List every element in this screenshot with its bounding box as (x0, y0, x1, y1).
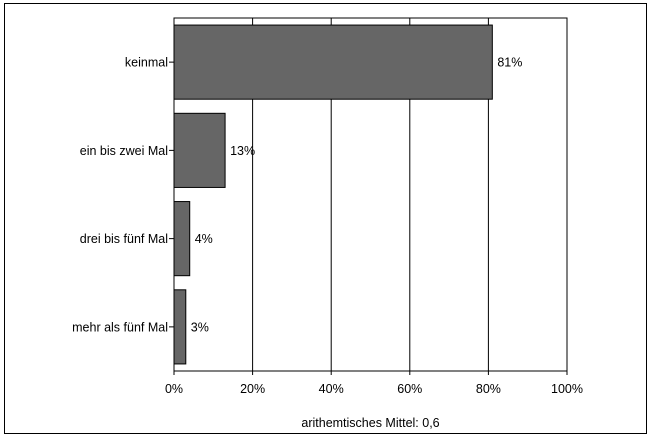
x-tick-label: 0% (165, 382, 183, 396)
bar (173, 201, 191, 277)
bar (173, 289, 187, 365)
x-tick-label: 100% (551, 382, 583, 396)
x-tick-label: 60% (397, 382, 422, 396)
category-label: keinmal (125, 56, 168, 70)
x-tick-label: 20% (240, 382, 265, 396)
category-label: drei bis fünf Mal (80, 232, 168, 246)
category-label: mehr als fünf Mal (72, 320, 168, 334)
x-axis-label: arithemtisches Mittel: 0,6 (301, 416, 439, 430)
x-tick-labels: 0% 20% 40% 60% 80% 100% (165, 371, 583, 396)
x-tick-label: 80% (476, 382, 501, 396)
bars (173, 24, 493, 365)
value-label: 13% (230, 144, 255, 158)
category-labels: keinmal ein bis zwei Mal drei bis fünf Mal… (72, 56, 174, 334)
value-label: 81% (497, 56, 522, 70)
bar (173, 112, 226, 188)
category-label: ein bis zwei Mal (80, 144, 168, 158)
plot-area (173, 17, 568, 372)
bar (173, 24, 493, 100)
value-labels: 81% 13% 4% 3% (191, 56, 523, 335)
x-tick-label: 40% (319, 382, 344, 396)
value-label: 4% (195, 232, 213, 246)
value-label: 3% (191, 320, 209, 334)
